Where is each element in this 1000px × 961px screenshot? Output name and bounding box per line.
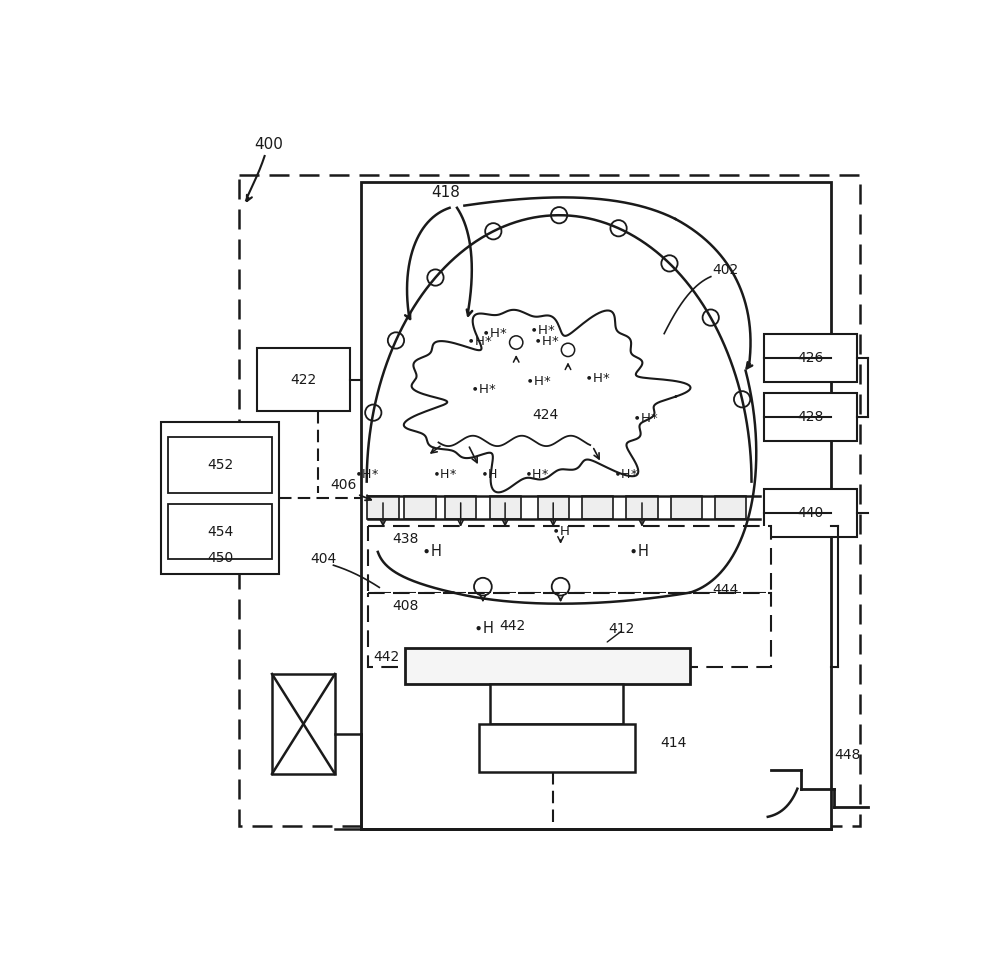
Text: $\bullet$H*: $\bullet$H* [529,324,555,336]
Text: $\bullet$H*: $\bullet$H* [533,334,559,348]
Text: $\bullet$H*: $\bullet$H* [524,468,549,480]
Text: 428: 428 [797,409,824,424]
Text: 448: 448 [834,748,861,762]
Text: 402: 402 [712,263,739,278]
Text: $\bullet$H*: $\bullet$H* [584,372,611,384]
Bar [479,725,635,773]
Text: 422: 422 [290,373,317,387]
Text: $\bullet$H*: $\bullet$H* [354,468,379,480]
Text: $\bullet$H: $\bullet$H [421,543,441,558]
Bar [764,333,857,382]
Text: 404: 404 [311,552,337,566]
Text: 412: 412 [609,623,635,636]
Bar [582,497,613,519]
Text: $\bullet$H*: $\bullet$H* [613,468,638,480]
Text: 406: 406 [331,478,357,492]
Text: $\bullet$H: $\bullet$H [480,468,498,480]
Text: $\bullet$H: $\bullet$H [551,525,570,538]
Bar [626,497,658,519]
Text: $\bullet$H*: $\bullet$H* [432,468,457,480]
Text: 408: 408 [392,599,418,613]
Bar [239,175,860,825]
Bar [367,497,399,519]
Bar [272,674,335,774]
Bar [490,683,623,725]
Text: $\bullet$H*: $\bullet$H* [481,328,507,340]
Text: 414: 414 [660,735,687,750]
Text: 454: 454 [207,525,233,538]
Text: 418: 418 [431,185,460,200]
Bar [368,593,771,667]
Bar [764,489,857,537]
Bar [168,437,272,493]
Text: $\bullet$H*: $\bullet$H* [632,412,659,426]
Bar [490,497,521,519]
Bar [257,349,350,411]
Bar [538,497,569,519]
Text: 438: 438 [392,532,418,546]
Text: 442: 442 [499,619,526,632]
Bar [368,526,771,593]
Bar [161,423,279,574]
Bar [715,497,746,519]
Text: 450: 450 [207,551,233,565]
Text: $\bullet$H*: $\bullet$H* [466,334,492,348]
Text: $\bullet$H: $\bullet$H [628,543,649,558]
Text: 400: 400 [254,136,283,152]
Bar [361,182,831,829]
Bar [445,497,476,519]
Bar [168,504,272,559]
Text: 440: 440 [797,506,823,520]
Text: 424: 424 [533,408,559,422]
Bar [764,393,857,441]
Bar [405,648,690,683]
Text: 452: 452 [207,458,233,472]
Bar [404,497,436,519]
Text: 426: 426 [797,351,824,364]
Text: $\bullet$H*: $\bullet$H* [470,382,496,396]
Bar [671,497,702,519]
Text: $\bullet$H: $\bullet$H [473,620,493,636]
Text: 442: 442 [374,651,400,664]
Text: 444: 444 [712,583,739,597]
Text: $\bullet$H*: $\bullet$H* [525,376,552,388]
